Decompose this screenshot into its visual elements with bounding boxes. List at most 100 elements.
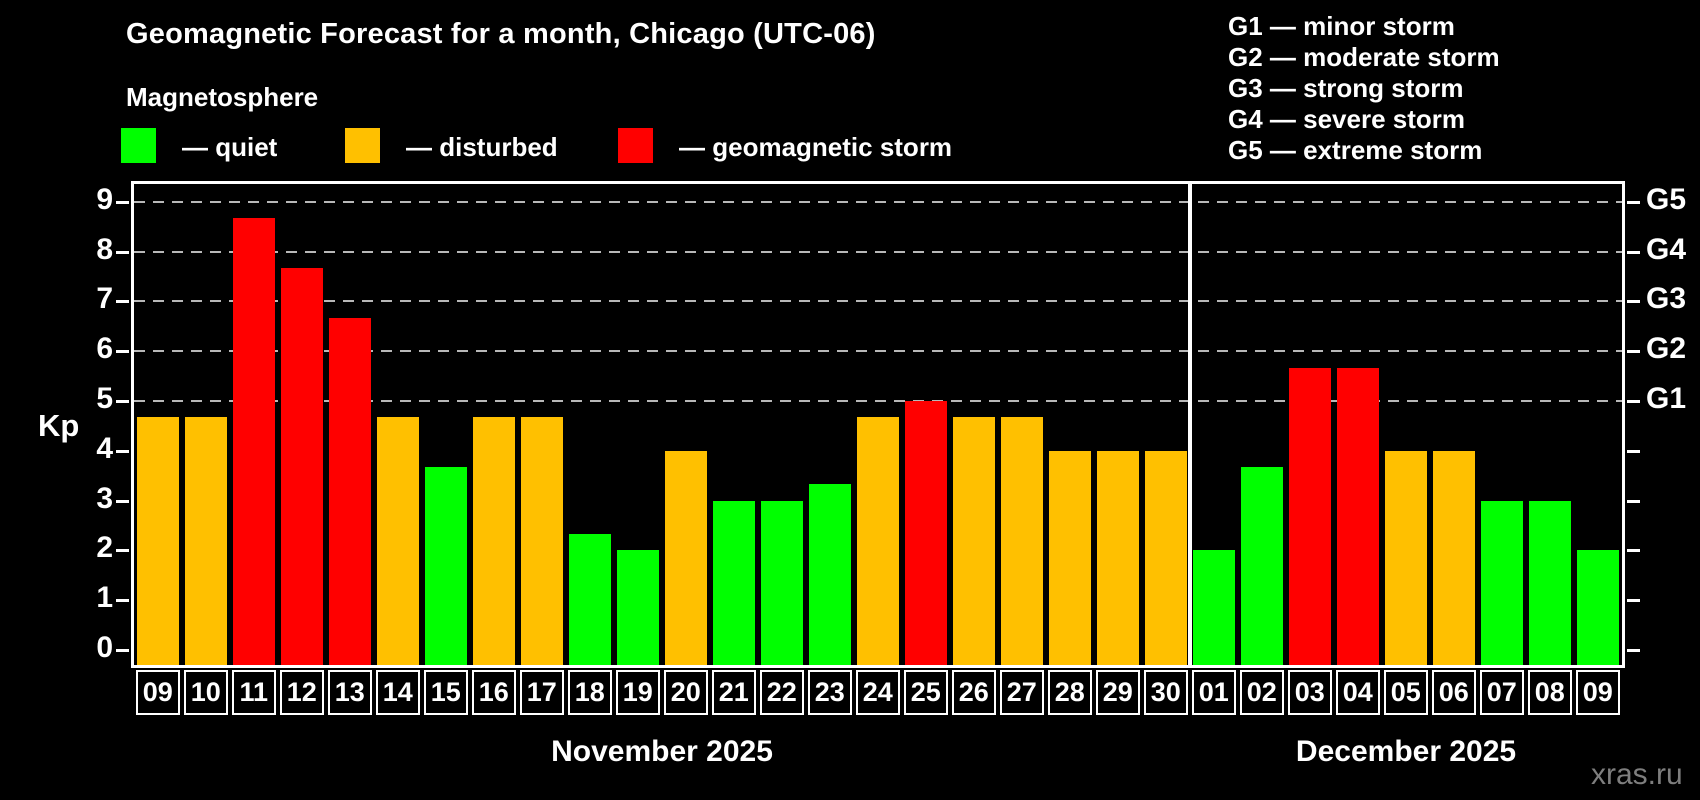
left-axis-tick	[116, 549, 129, 553]
day-label-30: 30	[1144, 670, 1188, 715]
y-axis-label: Kp	[38, 408, 80, 443]
kp-bar-day-04	[1337, 367, 1379, 665]
y-tick-label-7: 7	[96, 282, 113, 316]
day-label-03: 03	[1288, 670, 1332, 715]
y-tick-label-4: 4	[96, 431, 113, 465]
kp-bar-day-30	[1145, 450, 1187, 665]
g5-legend-line: G5 — extreme storm	[1228, 135, 1483, 165]
month-label: November 2025	[551, 735, 773, 768]
kp-bar-day-06	[1433, 450, 1475, 665]
kp-bar-day-18	[569, 533, 611, 665]
kp-bar-day-24	[857, 417, 899, 665]
kp-bar-day-13	[329, 317, 371, 665]
y-tick-label-0: 0	[96, 631, 113, 664]
day-label-20: 20	[664, 670, 708, 715]
chart-subtitle: Magnetosphere	[126, 82, 319, 112]
day-label-25: 25	[904, 670, 948, 715]
g2-legend-line: G2 — moderate storm	[1228, 42, 1500, 72]
day-label-11: 11	[232, 670, 276, 715]
left-axis-tick	[116, 499, 129, 503]
g3-legend-line: G3 — strong storm	[1228, 73, 1464, 103]
kp-bar-day-14	[377, 417, 419, 665]
kp-bar-day-23	[809, 484, 851, 665]
gridline-kp-9	[134, 200, 1622, 203]
gridline-kp-5	[134, 400, 1622, 402]
kp-bar-day-07	[1481, 500, 1523, 665]
watermark: xras.ru	[1591, 758, 1683, 791]
kp-bar-day-16	[473, 417, 515, 665]
kp-bar-day-09	[137, 417, 179, 665]
kp-bar-day-12	[281, 268, 323, 665]
right-axis-tick	[1627, 300, 1640, 304]
day-label-09: 09	[136, 670, 180, 715]
day-label-13: 13	[328, 670, 372, 715]
right-axis-tick	[1627, 449, 1640, 453]
day-label-02: 02	[1240, 670, 1284, 715]
day-label-14: 14	[376, 670, 420, 715]
right-axis-tick	[1627, 649, 1640, 652]
right-axis-tick	[1627, 200, 1640, 204]
day-label-21: 21	[712, 670, 756, 715]
kp-bar-day-22	[761, 500, 803, 665]
left-axis-tick	[116, 449, 129, 453]
kp-bar-day-17	[521, 417, 563, 665]
day-label-18: 18	[568, 670, 612, 715]
left-axis-tick	[116, 300, 129, 304]
kp-bar-day-27	[1001, 417, 1043, 665]
day-label-15: 15	[424, 670, 468, 715]
left-axis-tick	[116, 350, 129, 354]
kp-bar-day-20	[665, 450, 707, 665]
quiet-legend-swatch	[121, 128, 156, 163]
day-label-07: 07	[1480, 670, 1524, 715]
right-axis-label-G2: G2	[1646, 332, 1687, 366]
day-label-24: 24	[856, 670, 900, 715]
gridline-kp-8	[134, 250, 1622, 253]
right-axis-tick	[1627, 400, 1640, 403]
right-axis-tick	[1627, 499, 1640, 503]
kp-bar-day-26	[953, 417, 995, 665]
y-tick-label-8: 8	[96, 232, 113, 266]
day-label-17: 17	[520, 670, 564, 715]
y-tick-label-2: 2	[96, 531, 113, 565]
kp-bar-day-19	[617, 550, 659, 665]
day-label-12: 12	[280, 670, 324, 715]
month-separator	[1188, 184, 1192, 665]
right-axis-label-G4: G4	[1646, 232, 1687, 266]
right-axis-label-G1: G1	[1646, 382, 1687, 415]
kp-bar-day-11	[233, 218, 275, 665]
left-axis-tick	[116, 649, 129, 652]
right-axis-tick	[1627, 250, 1640, 254]
day-label-19: 19	[616, 670, 660, 715]
quiet-legend-label: — quiet	[182, 132, 278, 162]
g4-legend-line: G4 — severe storm	[1228, 104, 1466, 134]
chart-title: Geomagnetic Forecast for a month, Chicag…	[126, 18, 876, 50]
month-label: December 2025	[1295, 735, 1517, 768]
y-tick-label-3: 3	[96, 481, 113, 515]
storm-legend-label: — geomagnetic storm	[679, 132, 953, 162]
day-label-06: 06	[1432, 670, 1476, 715]
left-axis-tick	[116, 250, 129, 254]
disturbed-legend-swatch	[345, 128, 380, 163]
day-label-08: 08	[1528, 670, 1572, 715]
kp-bar-day-03	[1289, 367, 1331, 665]
kp-bar-day-05	[1385, 450, 1427, 665]
kp-bar-day-21	[713, 500, 755, 665]
right-axis-tick	[1627, 350, 1640, 354]
disturbed-legend-label: — disturbed	[406, 132, 558, 162]
y-tick-label-9: 9	[96, 182, 113, 216]
gridline-kp-6	[134, 350, 1622, 353]
day-label-29: 29	[1096, 670, 1140, 715]
kp-bar-day-15	[425, 467, 467, 665]
kp-bar-day-28	[1049, 450, 1091, 665]
right-axis-label-G5: G5	[1646, 182, 1687, 216]
gridline-kp-7	[134, 300, 1622, 303]
left-axis-tick	[116, 400, 129, 403]
kp-bar-day-10	[185, 417, 227, 665]
day-label-27: 27	[1000, 670, 1044, 715]
day-label-10: 10	[184, 670, 228, 715]
right-axis-label-G3: G3	[1646, 282, 1687, 316]
g1-legend-line: G1 — minor storm	[1228, 11, 1455, 41]
day-label-23: 23	[808, 670, 852, 715]
g-scale-legend: G1 — minor storm G2 — moderate storm G3 …	[1228, 11, 1500, 166]
day-label-01: 01	[1192, 670, 1236, 715]
